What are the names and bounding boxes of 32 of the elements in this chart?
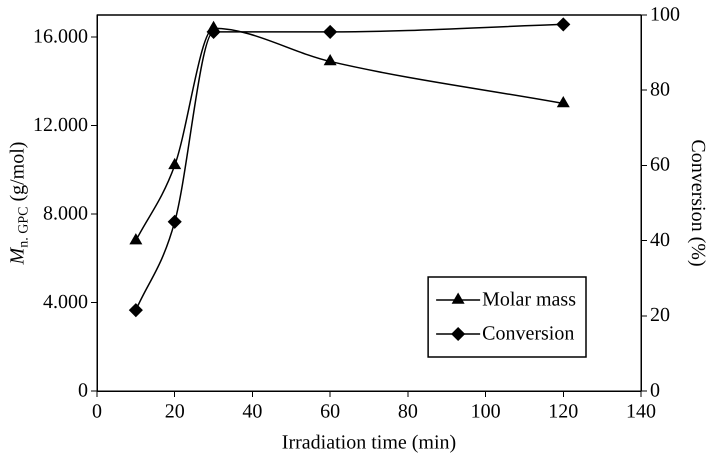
point (323, 25, 337, 39)
y2-tick-label: 40 (650, 228, 670, 251)
y-tick-label: 0 (78, 379, 88, 402)
legend-label: Conversion (482, 322, 574, 344)
x-tick-label: 40 (242, 400, 262, 422)
point (324, 54, 336, 66)
y2-tick-label: 100 (650, 3, 680, 26)
y2-tick-label: 60 (650, 154, 670, 176)
point (168, 158, 181, 170)
y-tick-label: 4.000 (43, 290, 88, 313)
y2-tick-label: 0 (650, 379, 660, 402)
y-tick-label: 12.000 (33, 114, 88, 136)
point (130, 234, 142, 244)
x-tick-label: 120 (548, 400, 578, 422)
point (556, 18, 570, 32)
y-axis-title: Mn. GPC (g/mol) (6, 142, 32, 266)
x-tick-label: 100 (470, 400, 501, 422)
x-tick-label: 0 (92, 400, 102, 422)
point (129, 303, 143, 317)
y2-tick-label: 80 (650, 78, 670, 100)
x-axis-title: Irradiation time (min) (282, 431, 456, 454)
y2-tick-label: 20 (650, 304, 670, 326)
x-tick-label: 80 (398, 400, 418, 422)
x-tick-label: 20 (164, 400, 185, 422)
x-tick-label: 140 (626, 400, 656, 422)
point (168, 215, 182, 229)
y-tick-label: 16.000 (33, 25, 88, 48)
y2-axis-title: Conversion (%) (686, 139, 709, 267)
legend-label: Molar mass (482, 288, 576, 310)
x-tick-label: 60 (320, 400, 340, 422)
y-tick-label: 8.000 (43, 202, 88, 224)
point (557, 96, 570, 108)
